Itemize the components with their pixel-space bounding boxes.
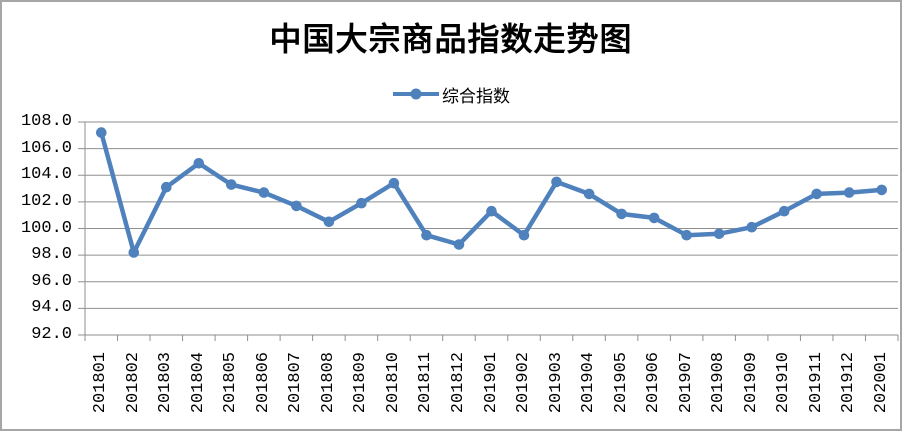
x-axis-label: 201812 bbox=[448, 352, 468, 414]
x-axis-label: 201901 bbox=[481, 352, 501, 414]
data-point-marker bbox=[421, 229, 432, 241]
x-axis-label: 201902 bbox=[514, 352, 534, 414]
data-point-marker bbox=[648, 212, 660, 224]
x-axis-label: 201806 bbox=[253, 352, 273, 414]
data-point-marker bbox=[843, 187, 855, 198]
data-point-marker bbox=[811, 188, 822, 200]
y-axis-label: 94.0 bbox=[31, 298, 72, 318]
x-axis-label: 201907 bbox=[676, 352, 696, 414]
data-point-marker bbox=[681, 229, 692, 241]
data-point-marker bbox=[486, 205, 497, 217]
y-axis-label: 104.0 bbox=[20, 165, 72, 185]
x-axis-label: 201802 bbox=[123, 352, 143, 414]
x-axis-label: 201810 bbox=[383, 352, 403, 414]
x-axis-label: 201904 bbox=[579, 352, 599, 414]
data-point-marker bbox=[226, 179, 237, 190]
legend-series-marker-icon bbox=[393, 88, 439, 100]
x-axis-label: 201906 bbox=[644, 352, 664, 414]
data-point-marker bbox=[258, 187, 270, 198]
x-axis-label: 201910 bbox=[774, 352, 794, 414]
x-axis-label: 201803 bbox=[156, 352, 176, 414]
x-axis-label: 201808 bbox=[318, 352, 338, 414]
data-point-marker bbox=[193, 158, 205, 169]
y-axis-label: 108.0 bbox=[20, 112, 72, 131]
x-axis-label: 201801 bbox=[91, 352, 111, 414]
x-axis-label: 201905 bbox=[611, 352, 631, 414]
data-point-marker bbox=[746, 221, 757, 233]
data-point-marker bbox=[453, 239, 465, 250]
legend: 综合指数 bbox=[2, 84, 900, 106]
data-point-marker bbox=[713, 228, 725, 240]
data-point-marker bbox=[291, 200, 302, 212]
data-point-marker bbox=[388, 177, 400, 189]
x-axis-label: 201804 bbox=[188, 352, 208, 414]
x-axis-label: 202001 bbox=[871, 352, 891, 414]
legend-label: 综合指数 bbox=[442, 86, 510, 106]
y-axis-label: 100.0 bbox=[20, 218, 72, 238]
data-point-marker bbox=[551, 176, 562, 188]
data-point-marker bbox=[161, 181, 172, 193]
x-axis-label: 201912 bbox=[839, 352, 859, 414]
data-point-marker bbox=[876, 184, 887, 196]
x-axis-label: 201809 bbox=[351, 352, 371, 414]
data-point-marker bbox=[518, 229, 530, 241]
x-axis-label: 201811 bbox=[416, 352, 436, 414]
x-axis-label: 201903 bbox=[546, 352, 566, 414]
data-point-marker bbox=[616, 208, 627, 220]
x-axis-label: 201805 bbox=[221, 352, 241, 414]
data-point-marker bbox=[96, 127, 107, 138]
chart-title: 中国大宗商品指数走势图 bbox=[269, 21, 633, 57]
y-axis-label: 92.0 bbox=[31, 325, 72, 344]
y-axis-label: 96.0 bbox=[31, 271, 72, 291]
x-axis-label: 201909 bbox=[741, 352, 761, 414]
data-point-marker bbox=[356, 197, 367, 209]
series-line bbox=[99, 130, 884, 255]
y-axis-label: 106.0 bbox=[20, 138, 72, 158]
y-axis-label: 98.0 bbox=[31, 245, 72, 265]
data-point-marker bbox=[323, 216, 335, 228]
x-axis-label: 201807 bbox=[286, 352, 306, 414]
data-point-marker bbox=[583, 188, 595, 200]
data-point-marker bbox=[128, 247, 140, 258]
y-axis-label: 102.0 bbox=[20, 191, 72, 211]
data-point-marker bbox=[778, 205, 790, 217]
x-axis-label: 201911 bbox=[806, 352, 826, 414]
x-axis-label: 201908 bbox=[709, 352, 729, 414]
